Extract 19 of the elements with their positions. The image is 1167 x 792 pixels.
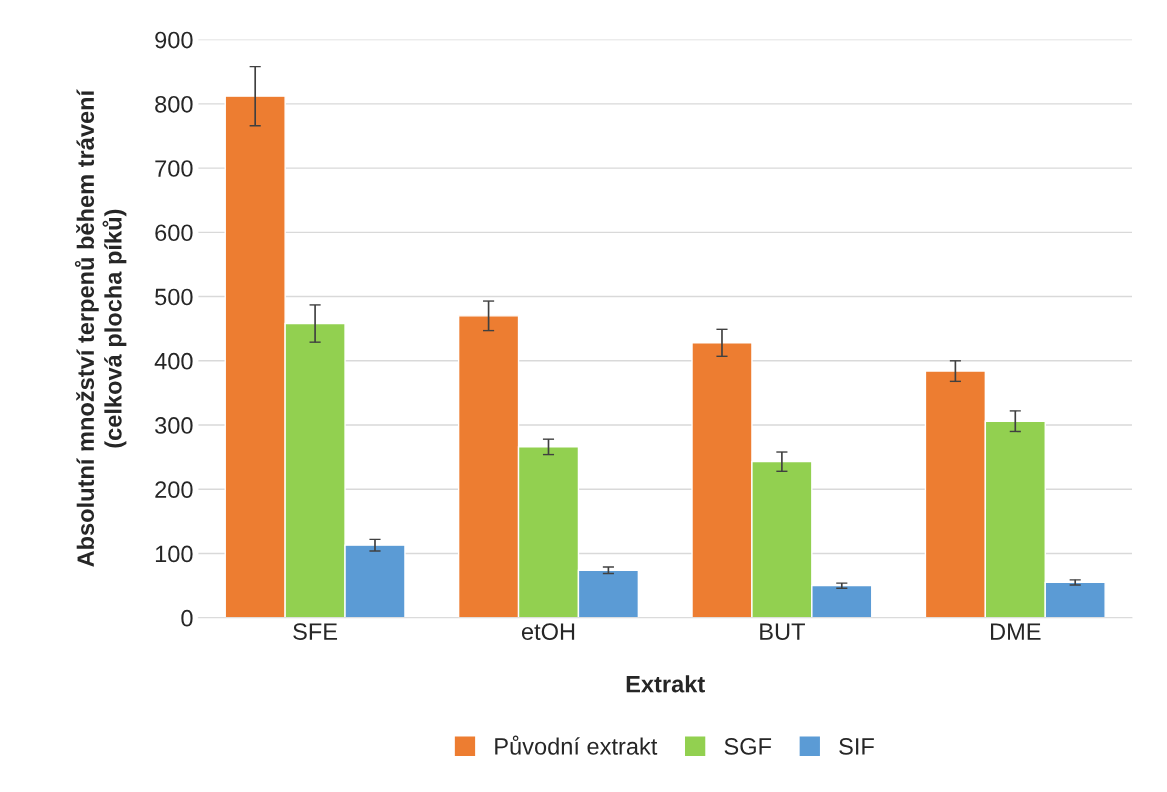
- x-tick-label: SFE: [293, 623, 338, 640]
- y-tick-label: 100: [155, 545, 193, 563]
- y-tick-label: 400: [154, 352, 193, 370]
- x-tick-label: DME: [990, 623, 1041, 640]
- x-tick-label: etOH: [521, 623, 575, 640]
- y-tick-label: 600: [155, 224, 193, 242]
- y-tick-label: 900: [155, 31, 193, 49]
- legend-label: Původní extrakt: [495, 735, 658, 755]
- x-axis-title: Extrakt: [626, 675, 705, 693]
- legend-label: SIF: [839, 738, 874, 755]
- y-tick-label: 300: [155, 417, 193, 434]
- y-tick-label: 0: [181, 609, 193, 627]
- x-tick-label: BUT: [760, 623, 805, 640]
- legend-label: SGF: [724, 738, 772, 755]
- y-tick-label: 700: [155, 160, 193, 177]
- y-tick-label: 800: [155, 95, 193, 113]
- y-axis-title: Absolutní množství terpenů během trávení (celková plocha píků): [74, 89, 127, 567]
- y-tick-label: 500: [155, 288, 193, 306]
- y-tick-label: 200: [155, 481, 193, 499]
